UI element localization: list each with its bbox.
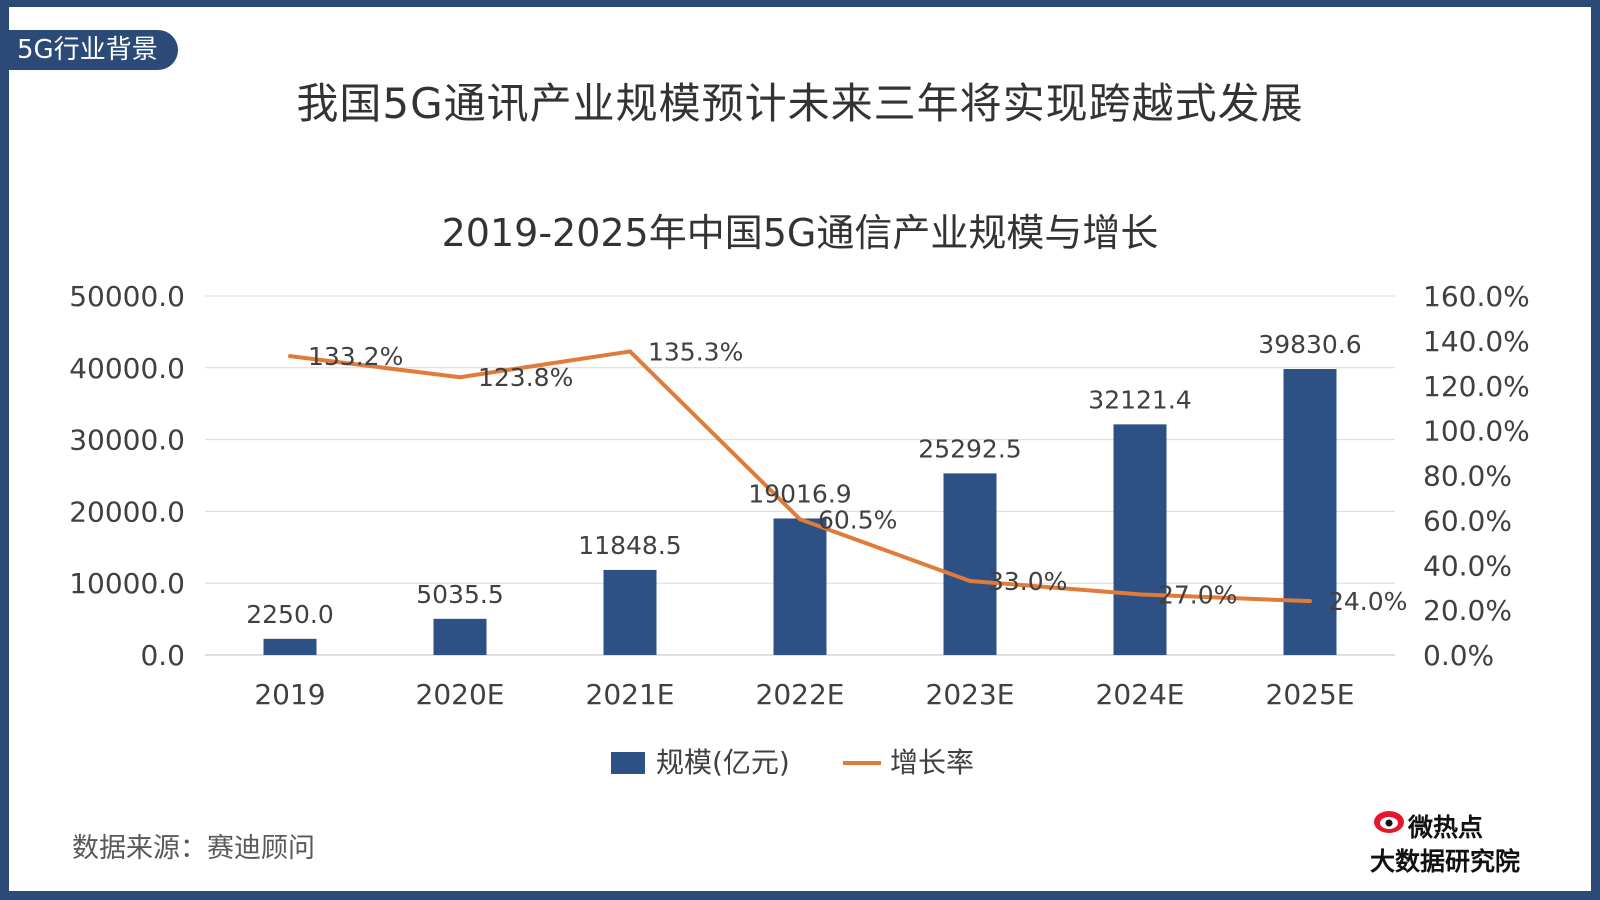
line-value-label: 135.3% [648,337,743,366]
bar-series [263,369,1337,655]
bar [1113,424,1167,655]
legend-bar-swatch [611,752,645,774]
y2-tick-label: 80.0% [1423,460,1512,493]
legend: 规模(亿元) 增长率 [611,746,974,779]
line-point [628,349,632,354]
x-tick-label: 2024E [1096,678,1185,711]
logo-line1: 微热点 [1408,813,1484,842]
bar [433,618,487,655]
bar-value-label: 25292.5 [918,434,1021,463]
y2-tick-label: 60.0% [1423,504,1512,537]
y2-tick-label: 20.0% [1423,594,1512,627]
y-tick-label: 30000.0 [69,424,185,457]
chart-title: 2019-2025年中国5G通信产业规模与增长 [442,211,1159,255]
x-tick-label: 2025E [1266,678,1355,711]
x-tick-label: 2021E [586,678,675,711]
line-series [288,349,1312,604]
y2-tick-label: 40.0% [1423,549,1512,582]
line-point [1308,599,1312,604]
line-point [458,375,462,380]
bar-value-label: 2250.0 [246,600,333,629]
x-tick-label: 2022E [756,678,845,711]
page-title: 我国5G通讯产业规模预计未来三年将实现跨越式发展 [296,79,1304,128]
brand-logo: 微热点 大数据研究院 [1368,806,1548,878]
line-value-label: 33.0% [988,567,1067,596]
bar-value-label: 19016.9 [748,479,851,508]
bar-value-label: 39830.6 [1258,330,1361,359]
bar-value-label: 32121.4 [1088,385,1191,414]
y2-tick-label: 120.0% [1423,370,1530,403]
y2-tick-label: 0.0% [1423,639,1494,672]
bar [773,518,827,655]
legend-bar-label: 规模(亿元) [656,746,790,779]
line-point [798,517,802,522]
y-tick-label: 40000.0 [69,352,185,385]
line-value-label: 133.2% [308,342,403,371]
axes: 0.0 10000.0 20000.0 30000.0 40000.0 50000.0 0.… [69,280,1530,711]
bar-value-label: 5035.5 [416,580,503,609]
line-point [1138,592,1142,597]
line-value-label: 27.0% [1158,580,1237,609]
y2-tick-label: 160.0% [1423,280,1530,313]
y2-tick-label: 100.0% [1423,415,1530,448]
y-tick-label: 0.0 [140,639,185,672]
legend-line-label: 增长率 [890,746,974,779]
bar [603,569,657,655]
y2-tick-label: 140.0% [1423,325,1530,358]
line-point [288,354,292,359]
y-tick-label: 50000.0 [69,280,185,313]
bar [1283,369,1337,655]
y-tick-label: 20000.0 [69,495,185,528]
weibo-eye-icon [1374,811,1404,833]
data-labels: 2250.0 5035.5 11848.5 19016.9 25292.5 32121.4… [246,330,1407,629]
section-tag: 5G行业背景 [9,30,178,70]
line-value-label: 60.5% [818,505,897,534]
line-value-label: 123.8% [478,363,573,392]
x-tick-label: 2020E [416,678,505,711]
y-tick-label: 10000.0 [69,567,185,600]
x-tick-label: 2019 [254,678,325,711]
bar [263,638,317,655]
bar [943,473,997,655]
line-point [968,578,972,583]
x-tick-label: 2023E [926,678,1015,711]
bar-value-label: 11848.5 [578,531,681,560]
logo-line2: 大数据研究院 [1370,847,1521,876]
data-source: 数据来源：赛迪顾问 [72,833,315,864]
line-value-label: 24.0% [1328,587,1407,616]
